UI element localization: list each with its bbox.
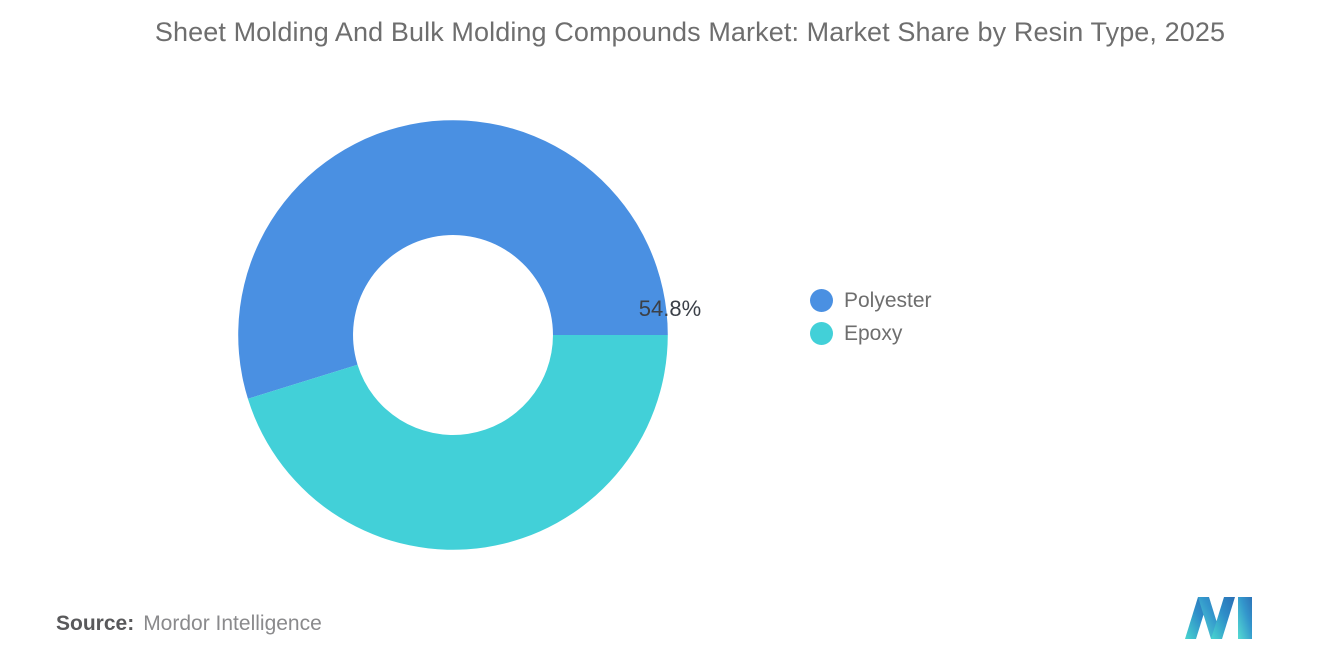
chart-legend: Polyester Epoxy xyxy=(810,284,932,350)
mi-monogram-svg xyxy=(1185,597,1252,639)
source-value: Mordor Intelligence xyxy=(143,612,322,635)
mordor-intelligence-logo-icon xyxy=(1183,597,1255,639)
legend-label-epoxy: Epoxy xyxy=(844,321,903,345)
legend-label-polyester: Polyester xyxy=(844,288,932,312)
donut-slice-epoxy[interactable] xyxy=(247,335,668,550)
chart-title: Sheet Molding And Bulk Molding Compounds… xyxy=(154,17,1226,47)
source-label: Source: xyxy=(56,612,135,635)
donut-chart: 54.8% xyxy=(238,120,701,550)
legend-color-swatch-polyester xyxy=(810,289,833,312)
legend-color-swatch-epoxy xyxy=(810,322,833,345)
legend-item-epoxy[interactable]: Epoxy xyxy=(810,317,932,350)
donut-slice-polyester[interactable] xyxy=(238,120,668,399)
donut-chart-svg xyxy=(238,120,668,550)
source-line: Source: Mordor Intelligence xyxy=(56,612,322,636)
legend-item-polyester[interactable]: Polyester xyxy=(810,284,932,317)
